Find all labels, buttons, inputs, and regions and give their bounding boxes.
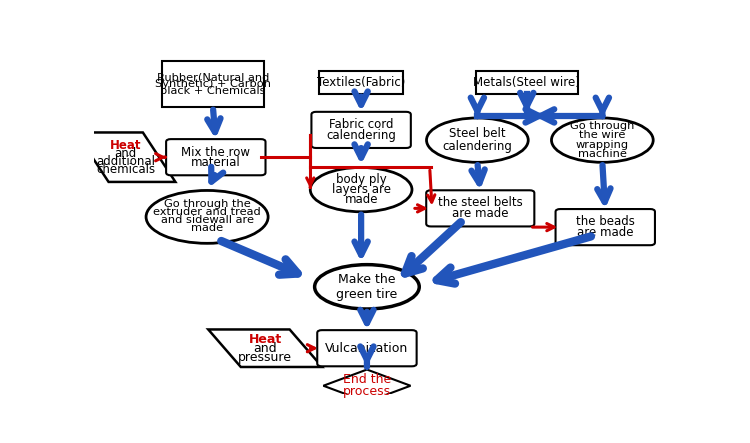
Text: pressure: pressure <box>238 350 292 364</box>
Ellipse shape <box>427 118 528 162</box>
Polygon shape <box>323 369 410 402</box>
Text: Synthetic) + Carbon: Synthetic) + Carbon <box>155 79 271 89</box>
Text: the beads: the beads <box>576 215 634 228</box>
Text: the wire: the wire <box>579 130 626 140</box>
Text: Metals(Steel wire): Metals(Steel wire) <box>473 76 580 89</box>
Text: are made: are made <box>577 226 634 239</box>
Text: wrapping: wrapping <box>576 140 629 150</box>
Text: made: made <box>344 193 378 206</box>
Text: chemicals: chemicals <box>96 163 155 176</box>
Text: and: and <box>115 147 136 159</box>
Text: Fabric cord: Fabric cord <box>328 118 393 131</box>
Text: and sidewall are: and sidewall are <box>160 215 254 225</box>
Text: green tire: green tire <box>336 288 398 301</box>
Ellipse shape <box>551 118 653 162</box>
Bar <box>319 70 404 94</box>
Text: Heat: Heat <box>248 333 282 346</box>
Text: Vulcanization: Vulcanization <box>326 342 409 355</box>
Bar <box>162 61 264 107</box>
Bar <box>476 70 578 94</box>
Text: Make the: Make the <box>338 273 396 286</box>
Text: are made: are made <box>452 207 509 220</box>
FancyBboxPatch shape <box>556 209 655 245</box>
Polygon shape <box>76 132 176 182</box>
Text: extruder and tread: extruder and tread <box>153 207 261 217</box>
Polygon shape <box>209 330 322 367</box>
FancyBboxPatch shape <box>426 190 534 226</box>
FancyBboxPatch shape <box>311 112 411 148</box>
Ellipse shape <box>146 190 268 243</box>
Text: additional: additional <box>96 155 155 168</box>
Text: layers are: layers are <box>332 183 391 196</box>
FancyBboxPatch shape <box>317 330 417 366</box>
Text: calendering: calendering <box>326 128 396 141</box>
Text: process: process <box>343 385 391 398</box>
Text: black + Chemicals: black + Chemicals <box>160 85 266 96</box>
Ellipse shape <box>310 167 412 212</box>
Ellipse shape <box>315 264 419 309</box>
Text: body ply: body ply <box>336 173 386 186</box>
Text: End the: End the <box>343 373 391 386</box>
Text: Rubber(Natural and: Rubber(Natural and <box>157 72 269 82</box>
Text: and: and <box>254 342 277 355</box>
Text: Go through the: Go through the <box>164 199 250 209</box>
Text: made: made <box>191 223 224 233</box>
Text: machine: machine <box>578 149 627 159</box>
Text: Textiles(Fabric): Textiles(Fabric) <box>317 76 405 89</box>
Text: Go through: Go through <box>570 121 634 132</box>
Text: material: material <box>191 156 241 169</box>
FancyBboxPatch shape <box>166 139 266 175</box>
Text: Heat: Heat <box>110 140 142 152</box>
Text: the steel belts: the steel belts <box>438 196 523 210</box>
Text: Mix the row: Mix the row <box>182 146 250 159</box>
Text: Steel belt: Steel belt <box>449 127 506 140</box>
Text: calendering: calendering <box>442 140 512 153</box>
